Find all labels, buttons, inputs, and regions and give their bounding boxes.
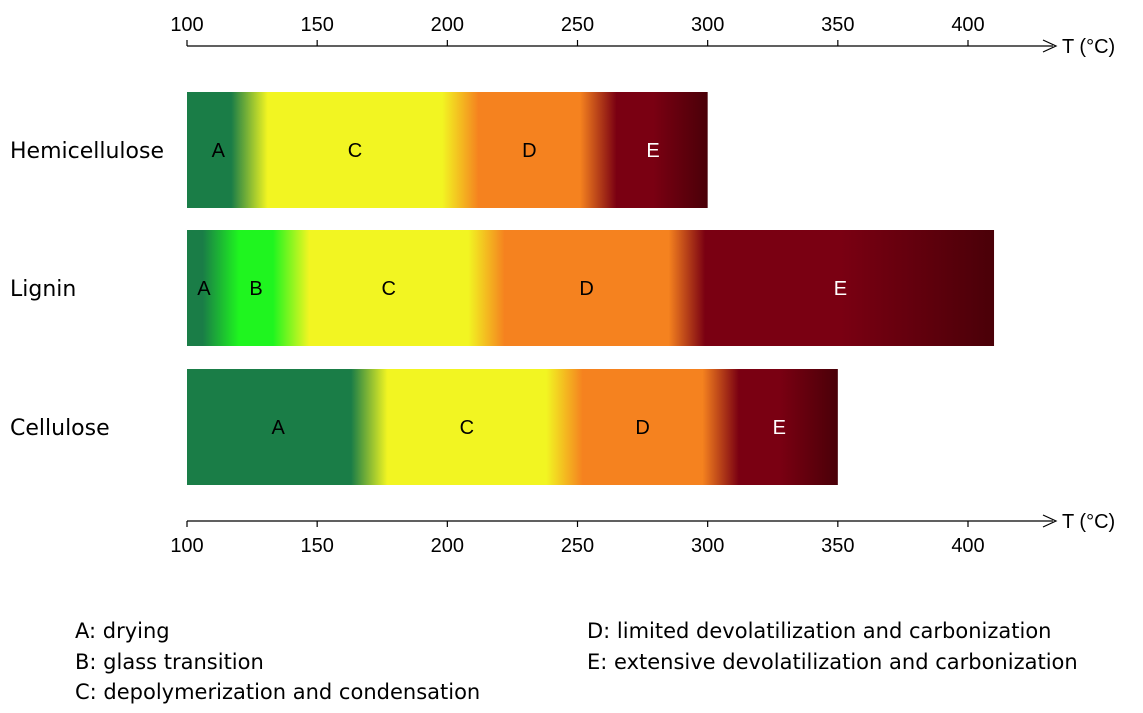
bar-hemicellulose xyxy=(187,92,708,208)
top-tick-label: 350 xyxy=(821,14,854,36)
bottom-axis: 100 150 200 250 300 350 400 T (°C) xyxy=(170,511,1115,557)
bottom-tick-label: 200 xyxy=(431,535,464,557)
top-tick-label: 400 xyxy=(951,14,984,36)
segment-label-d: D xyxy=(635,417,649,439)
bottom-tick-label: 100 xyxy=(170,535,203,557)
segment-label-d: D xyxy=(579,278,593,300)
row-lignin: Lignin A B C D E xyxy=(10,230,995,346)
row-label: Hemicellulose xyxy=(10,139,164,164)
bottom-tick-label: 150 xyxy=(300,535,333,557)
bottom-axis-arrow xyxy=(1042,514,1058,528)
bar-lignin xyxy=(187,230,995,346)
top-tick-label: 250 xyxy=(561,14,594,36)
row-hemicellulose: Hemicellulose A C D E xyxy=(10,92,708,208)
row-label: Cellulose xyxy=(10,416,110,441)
bottom-tick-label: 400 xyxy=(951,535,984,557)
segment-label-c: C xyxy=(348,140,362,162)
segment-label-b: B xyxy=(249,278,262,300)
legend-item-d: D: limited devolatilization and carboniz… xyxy=(587,619,1052,643)
top-axis: 100 150 200 250 300 350 400 T (°C) xyxy=(170,14,1115,58)
segment-label-e: E xyxy=(834,278,847,300)
segment-label-c: C xyxy=(460,417,474,439)
top-tick-label: 150 xyxy=(300,14,333,36)
bars-group: Hemicellulose A C D E Lignin A B C D E Cellulose A C D… xyxy=(10,92,995,485)
top-axis-unit-label: T (°C) xyxy=(1062,36,1115,58)
segment-label-a: A xyxy=(212,140,226,162)
bottom-axis-unit-label: T (°C) xyxy=(1062,511,1115,533)
bar-cellulose xyxy=(187,369,838,485)
bottom-tick-label: 350 xyxy=(821,535,854,557)
legend-item-e: E: extensive devolatilization and carbon… xyxy=(587,650,1078,674)
top-tick-label: 200 xyxy=(431,14,464,36)
segment-label-a: A xyxy=(197,278,211,300)
segment-label-a: A xyxy=(271,417,285,439)
top-tick-label: 300 xyxy=(691,14,724,36)
legend-item-b: B: glass transition xyxy=(75,650,264,674)
row-cellulose: Cellulose A C D E xyxy=(10,369,838,485)
bottom-tick-label: 300 xyxy=(691,535,724,557)
segment-label-e: E xyxy=(646,140,659,162)
legend-item-a: A: drying xyxy=(75,619,170,643)
top-axis-arrow xyxy=(1042,39,1058,53)
top-tick-label: 100 xyxy=(170,14,203,36)
bottom-tick-label: 250 xyxy=(561,535,594,557)
segment-label-e: E xyxy=(773,417,786,439)
row-label: Lignin xyxy=(10,277,76,302)
segment-label-c: C xyxy=(382,278,396,300)
legend-item-c: C: depolymerization and condensation xyxy=(75,680,481,704)
segment-label-d: D xyxy=(522,140,536,162)
